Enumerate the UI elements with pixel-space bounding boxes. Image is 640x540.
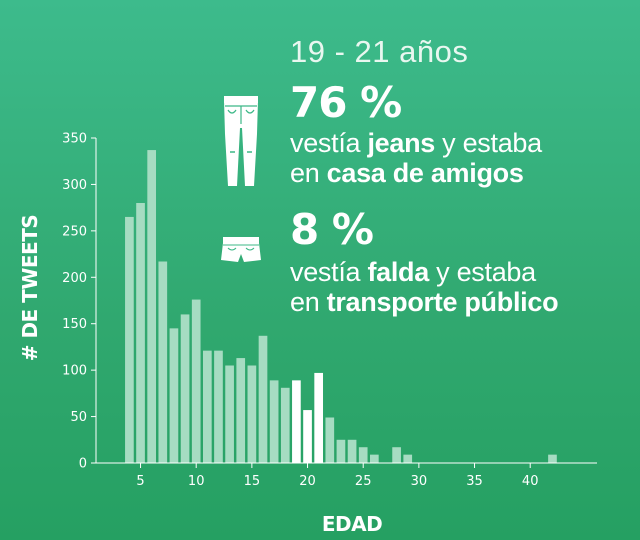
y-tick-label-200: 200 — [62, 271, 87, 286]
y-tick-label-300: 300 — [62, 178, 87, 193]
stat-1-line-1: vestía jeans y estaba — [290, 128, 542, 158]
y-tick-label-50: 50 — [70, 410, 87, 425]
bar-29 — [403, 454, 413, 463]
x-tick-label-35: 35 — [466, 474, 483, 489]
x-tick-label-5: 5 — [136, 474, 144, 489]
stat-2-percent: 8 % — [290, 205, 374, 254]
bar-23 — [336, 439, 346, 463]
bar-25 — [358, 447, 368, 463]
bar-21 — [314, 372, 324, 463]
jeans-icon — [224, 96, 258, 186]
y-tick-label-100: 100 — [62, 364, 87, 379]
bar-42 — [548, 454, 557, 463]
stat-1-percent: 76 % — [290, 78, 402, 127]
stat-2-line-2: en transporte público — [290, 287, 559, 317]
y-tick-label-350: 350 — [62, 132, 87, 147]
bar-26 — [369, 454, 379, 463]
stat-1-line-2: en casa de amigos — [290, 158, 524, 188]
bar-24 — [347, 439, 357, 463]
y-axis-label: # DE TWEETS — [18, 214, 42, 362]
bar-12 — [214, 350, 223, 463]
bar-7 — [158, 261, 168, 463]
shorts-skirt-icon — [221, 237, 261, 262]
y-tick-label-250: 250 — [62, 224, 87, 239]
bar-17 — [269, 380, 279, 463]
bar-15 — [247, 365, 257, 463]
bar-18 — [280, 387, 290, 463]
bar-9 — [180, 314, 190, 463]
bar-6 — [147, 150, 157, 464]
x-tick-label-15: 15 — [244, 474, 261, 489]
bar-22 — [325, 417, 335, 463]
bar-19 — [292, 380, 301, 463]
x-tick-label-40: 40 — [522, 474, 539, 489]
bar-13 — [225, 365, 234, 463]
age-range-title: 19 - 21 años — [290, 34, 469, 69]
x-tick-label-20: 20 — [299, 474, 316, 489]
bar-20 — [303, 410, 312, 463]
x-axis-label: EDAD — [321, 512, 383, 536]
bar-8 — [169, 328, 179, 463]
stat-2-line-1: vestía falda y estaba — [290, 257, 536, 287]
x-tick-label-30: 30 — [411, 474, 428, 489]
y-tick-label-0: 0 — [79, 457, 87, 472]
bar-14 — [236, 358, 246, 463]
bar-16 — [258, 335, 268, 463]
bar-10 — [191, 299, 201, 463]
y-tick-label-150: 150 — [62, 317, 87, 332]
x-tick-label-25: 25 — [355, 474, 372, 489]
x-tick-label-10: 10 — [188, 474, 205, 489]
bar-4 — [125, 216, 134, 463]
bar-28 — [392, 447, 401, 463]
bar-11 — [202, 350, 212, 463]
bar-5 — [136, 203, 145, 463]
